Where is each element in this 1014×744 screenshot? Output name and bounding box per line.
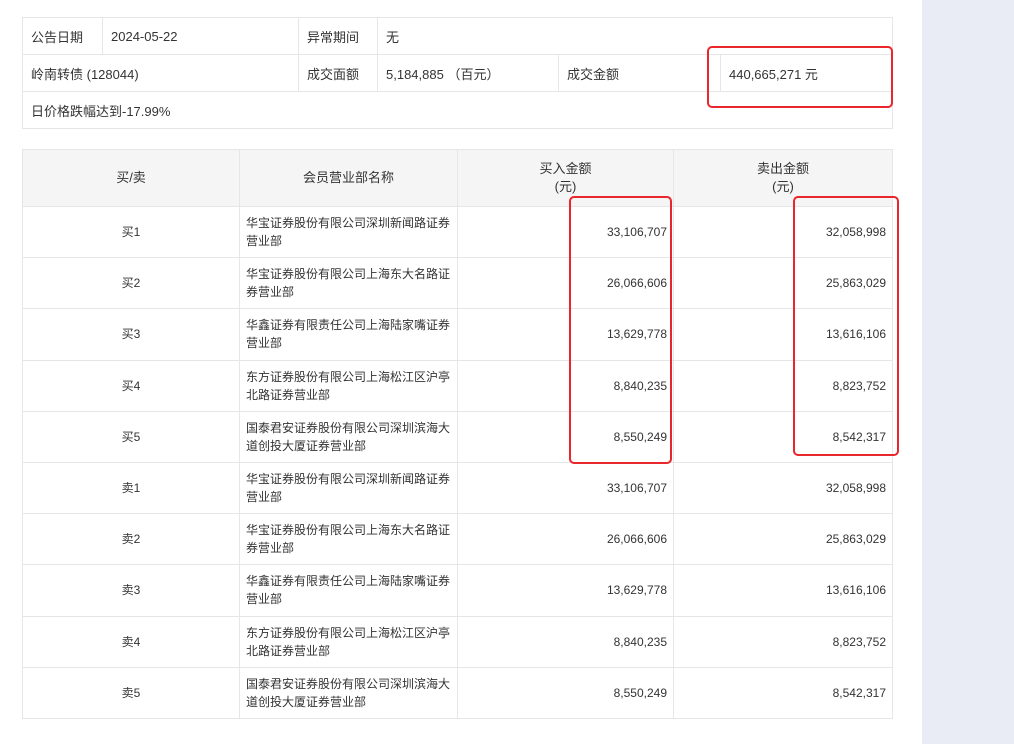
row-sell-amount: 8,823,752	[673, 359, 893, 412]
row-side: 买5	[22, 410, 240, 463]
table-row: 买1 华宝证券股份有限公司深圳新闻路证券营业部 33,106,707 32,058,9…	[22, 205, 893, 259]
date-value: 2024-05-22	[102, 17, 299, 55]
row-broker-name: 华鑫证券有限责任公司上海陆家嘴证券营业部	[239, 308, 458, 361]
row-side: 卖4	[22, 615, 240, 668]
row-broker-name: 华宝证券股份有限公司上海东大名路证券营业部	[239, 257, 458, 310]
info-row: 日价格跌幅达到-17.99%	[21, 91, 894, 129]
row-broker-name: 国泰君安证券股份有限公司深圳滨海大道创投大厦证券营业部	[239, 410, 458, 463]
row-broker-name: 东方证券股份有限公司上海松江区沪亭北路证券营业部	[239, 359, 458, 412]
face-value: 5,184,885 （百元）	[377, 54, 559, 92]
row-sell-amount: 32,058,998	[673, 461, 893, 515]
table-header: 买/卖 会员营业部名称 买入金额 (元) 卖出金额 (元)	[22, 149, 893, 207]
table-row: 卖1 华宝证券股份有限公司深圳新闻路证券营业部 33,106,707 32,058,9…	[22, 461, 893, 515]
row-buy-amount: 26,066,606	[457, 513, 674, 566]
table-row: 卖4 东方证券股份有限公司上海松江区沪亭北路证券营业部 8,840,235 8,823…	[22, 615, 893, 668]
row-broker-name: 华宝证券股份有限公司上海东大名路证券营业部	[239, 513, 458, 566]
row-sell-amount: 25,863,029	[673, 513, 893, 566]
table-row: 买2 华宝证券股份有限公司上海东大名路证券营业部 26,066,606 25,863,…	[22, 257, 893, 310]
info-table: 公告日期 2024-05-22 异常期间 无 岭南转债 (128044) 成交面…	[21, 17, 894, 129]
row-side: 买4	[22, 359, 240, 412]
row-side: 买2	[22, 257, 240, 310]
row-side: 卖1	[22, 461, 240, 515]
info-row: 公告日期 2024-05-22 异常期间 无	[22, 17, 894, 55]
row-broker-name: 华鑫证券有限责任公司上海陆家嘴证券营业部	[239, 564, 458, 617]
table-row: 卖3 华鑫证券有限责任公司上海陆家嘴证券营业部 13,629,778 13,616,1…	[22, 564, 893, 617]
header-side: 买/卖	[22, 149, 240, 207]
row-sell-amount: 13,616,106	[673, 564, 893, 617]
table-row: 买4 东方证券股份有限公司上海松江区沪亭北路证券营业部 8,840,235 8,823…	[22, 359, 893, 412]
amount-value: 440,665,271 元	[719, 54, 894, 92]
row-broker-name: 东方证券股份有限公司上海松江区沪亭北路证券营业部	[239, 615, 458, 668]
row-side: 买3	[22, 308, 240, 361]
row-sell-amount: 32,058,998	[673, 205, 893, 259]
table-row: 卖5 国泰君安证券股份有限公司深圳滨海大道创投大厦证券营业部 8,550,249 8,…	[22, 666, 893, 719]
row-broker-name: 国泰君安证券股份有限公司深圳滨海大道创投大厦证券营业部	[239, 666, 458, 719]
header-buy: 买入金额 (元)	[457, 149, 674, 207]
row-side: 卖5	[22, 666, 240, 719]
row-sell-amount: 25,863,029	[673, 257, 893, 310]
row-side: 卖2	[22, 513, 240, 566]
row-sell-amount: 8,542,317	[673, 666, 893, 719]
trades-table: 买/卖 会员营业部名称 买入金额 (元) 卖出金额 (元) 买1 华宝证券股份有限…	[22, 149, 893, 719]
row-broker-name: 华宝证券股份有限公司深圳新闻路证券营业部	[239, 461, 458, 515]
highlight-amount	[707, 46, 893, 108]
info-row: 岭南转债 (128044) 成交面额 5,184,885 （百元） 成交金额 4…	[22, 54, 894, 92]
bond-name: 岭南转债 (128044)	[22, 54, 299, 92]
side-panel	[922, 0, 1014, 744]
row-sell-amount: 8,823,752	[673, 615, 893, 668]
row-buy-amount: 8,840,235	[457, 359, 674, 412]
highlight-sell-column	[793, 196, 899, 456]
row-buy-amount: 26,066,606	[457, 257, 674, 310]
highlight-buy-column	[569, 196, 672, 464]
row-buy-amount: 13,629,778	[457, 308, 674, 361]
row-side: 卖3	[22, 564, 240, 617]
amount-label: 成交金额	[558, 54, 721, 92]
period-label: 异常期间	[298, 17, 378, 55]
row-buy-amount: 8,550,249	[457, 410, 674, 463]
table-row: 买3 华鑫证券有限责任公司上海陆家嘴证券营业部 13,629,778 13,616,1…	[22, 308, 893, 361]
header-name: 会员营业部名称	[239, 149, 458, 207]
period-value: 无	[376, 17, 894, 55]
table-row: 卖2 华宝证券股份有限公司上海东大名路证券营业部 26,066,606 25,863,…	[22, 513, 893, 566]
price-note: 日价格跌幅达到-17.99%	[21, 91, 894, 129]
face-label: 成交面额	[298, 54, 378, 92]
row-side: 买1	[22, 205, 240, 259]
table-row: 买5 国泰君安证券股份有限公司深圳滨海大道创投大厦证券营业部 8,550,249 8,…	[22, 410, 893, 463]
row-buy-amount: 13,629,778	[457, 564, 674, 617]
row-buy-amount: 8,550,249	[457, 666, 674, 719]
row-buy-amount: 33,106,707	[457, 461, 674, 515]
date-label: 公告日期	[22, 17, 103, 55]
row-buy-amount: 8,840,235	[457, 615, 674, 668]
row-buy-amount: 33,106,707	[457, 205, 674, 259]
row-broker-name: 华宝证券股份有限公司深圳新闻路证券营业部	[239, 205, 458, 259]
